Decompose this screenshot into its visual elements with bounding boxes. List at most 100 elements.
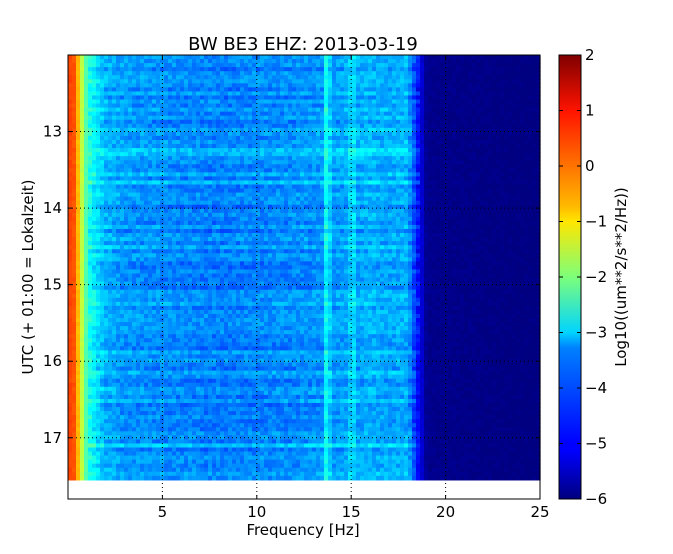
- heatmap-cell: [100, 463, 105, 469]
- heatmap-cell: [68, 261, 73, 267]
- heatmap-cell: [156, 176, 161, 182]
- heatmap-cell: [92, 144, 97, 149]
- heatmap-cell: [72, 71, 77, 76]
- heatmap-cell: [128, 289, 133, 295]
- heatmap-cell: [96, 257, 101, 262]
- heatmap-cell: [168, 228, 173, 234]
- heatmap-cell: [196, 160, 201, 165]
- heatmap-cell: [76, 220, 81, 226]
- heatmap-cell: [124, 330, 129, 335]
- heatmap-cell: [140, 200, 145, 206]
- heatmap-cell: [128, 297, 133, 303]
- heatmap-cell: [148, 407, 153, 412]
- heatmap-cell: [184, 273, 189, 279]
- heatmap-cell: [252, 196, 257, 202]
- heatmap-cell: [120, 192, 125, 198]
- heatmap-cell: [228, 233, 233, 238]
- heatmap-cell: [148, 75, 153, 80]
- heatmap-cell: [108, 285, 113, 291]
- heatmap-cell: [180, 139, 185, 145]
- heatmap-cell: [204, 212, 209, 218]
- heatmap-cell: [204, 289, 209, 295]
- heatmap-cell: [136, 447, 141, 453]
- heatmap-cell: [108, 188, 113, 194]
- heatmap-cell: [72, 99, 77, 105]
- heatmap-cell: [184, 131, 189, 137]
- heatmap-cell: [136, 265, 141, 271]
- heatmap-cell: [220, 107, 225, 113]
- heatmap-cell: [80, 346, 85, 351]
- heatmap-cell: [156, 148, 161, 153]
- heatmap-cell: [192, 63, 197, 68]
- heatmap-cell: [168, 269, 173, 275]
- heatmap-cell: [176, 192, 181, 198]
- heatmap-cell: [88, 269, 93, 275]
- heatmap-cell: [128, 123, 133, 129]
- heatmap-cell: [116, 378, 121, 384]
- heatmap-cell: [144, 330, 149, 335]
- heatmap-cell: [72, 87, 77, 93]
- heatmap-cell: [244, 59, 249, 64]
- heatmap-cell: [132, 463, 137, 469]
- heatmap-cell: [208, 79, 213, 84]
- heatmap-cell: [120, 228, 125, 234]
- heatmap-cell: [236, 293, 241, 299]
- heatmap-cell: [212, 144, 217, 149]
- heatmap-cell: [228, 99, 233, 105]
- heatmap-cell: [212, 63, 217, 68]
- heatmap-cell: [148, 451, 153, 457]
- heatmap-cell: [76, 402, 81, 408]
- heatmap-cell: [96, 160, 101, 165]
- heatmap-cell: [104, 411, 109, 416]
- heatmap-cell: [92, 386, 97, 392]
- heatmap-cell: [76, 411, 81, 416]
- heatmap-cell: [232, 471, 237, 477]
- heatmap-cell: [68, 374, 73, 380]
- heatmap-cell: [108, 67, 113, 72]
- heatmap-cell: [144, 342, 149, 347]
- heatmap-cell: [188, 160, 193, 165]
- heatmap-cell: [80, 318, 85, 323]
- heatmap-cell: [196, 447, 201, 453]
- heatmap-cell: [212, 257, 217, 262]
- heatmap-cell: [208, 354, 213, 360]
- heatmap-cell: [160, 297, 165, 303]
- heatmap-cell: [208, 427, 213, 432]
- heatmap-cell: [240, 378, 245, 384]
- heatmap-cell: [76, 326, 81, 331]
- heatmap-cell: [104, 265, 109, 271]
- heatmap-cell: [240, 269, 245, 275]
- heatmap-cell: [188, 253, 193, 258]
- heatmap-cell: [176, 103, 181, 109]
- heatmap-cell: [92, 148, 97, 153]
- heatmap-cell: [192, 398, 197, 404]
- heatmap-cell: [100, 350, 105, 356]
- heatmap-cell: [172, 354, 177, 360]
- heatmap-cell: [96, 99, 101, 105]
- heatmap-cell: [204, 123, 209, 129]
- heatmap-cell: [256, 249, 261, 254]
- heatmap-cell: [116, 322, 121, 327]
- heatmap-cell: [116, 95, 121, 101]
- heatmap-cell: [136, 342, 141, 347]
- heatmap-cell: [156, 382, 161, 388]
- heatmap-cell: [80, 342, 85, 347]
- heatmap-cell: [104, 135, 109, 141]
- heatmap-cell: [256, 172, 261, 177]
- heatmap-cell: [76, 63, 81, 68]
- heatmap-cell: [148, 427, 153, 432]
- heatmap-cell: [96, 455, 101, 461]
- heatmap-cell: [168, 451, 173, 457]
- heatmap-cell: [132, 103, 137, 109]
- heatmap-cell: [228, 423, 233, 428]
- heatmap-cell: [236, 305, 241, 311]
- heatmap-cell: [84, 131, 89, 137]
- heatmap-cell: [148, 91, 153, 97]
- heatmap-cell: [148, 463, 153, 469]
- heatmap-cell: [176, 301, 181, 307]
- heatmap-cell: [104, 168, 109, 173]
- heatmap-cell: [140, 269, 145, 275]
- heatmap-cell: [136, 338, 141, 343]
- heatmap-cell: [76, 184, 81, 190]
- heatmap-cell: [212, 180, 217, 186]
